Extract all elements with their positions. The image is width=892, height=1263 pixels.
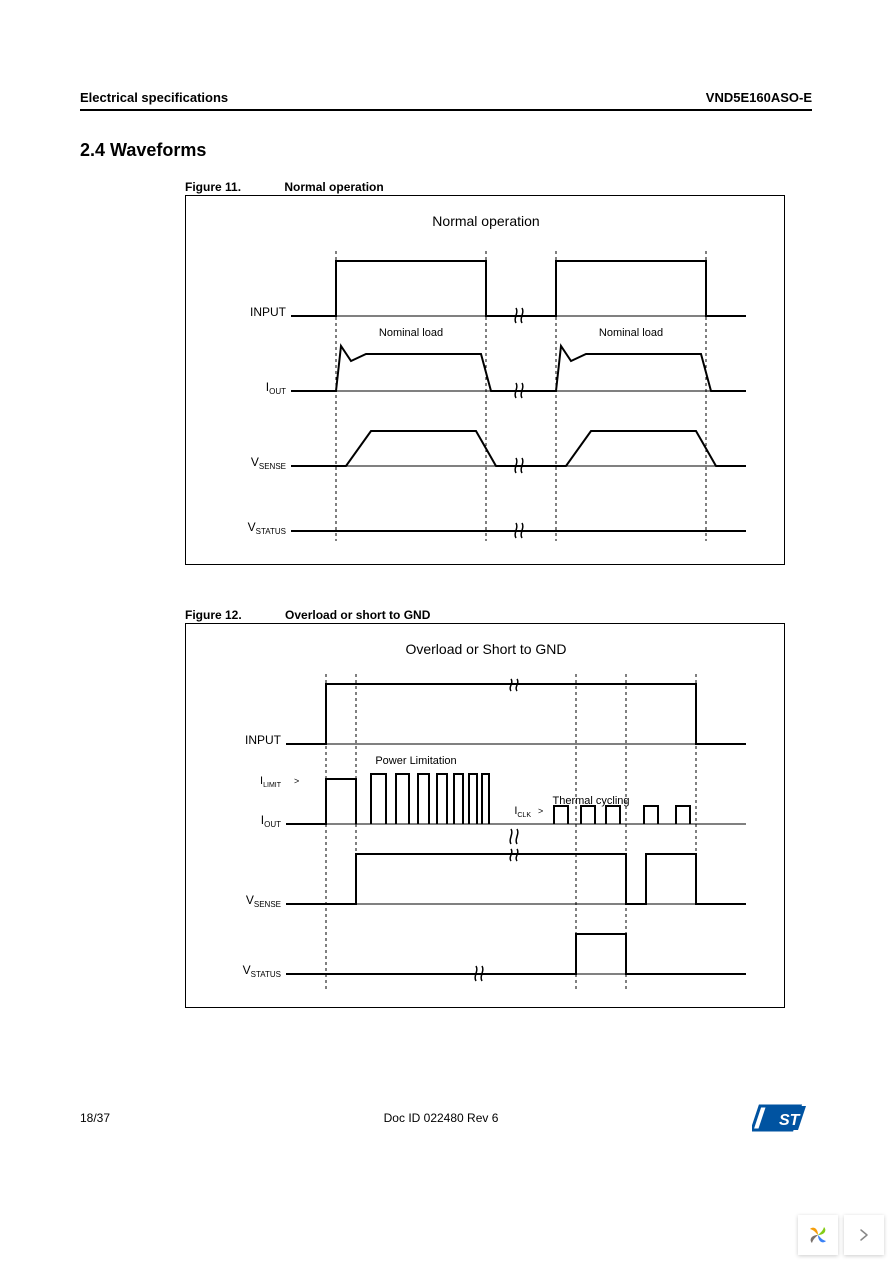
figure12-frame: Overload or Short to GND INPUT IOUT ILIM… — [185, 623, 785, 1008]
viewer-logo-button[interactable] — [798, 1215, 838, 1255]
figure12-svg: Overload or Short to GND INPUT IOUT ILIM… — [186, 624, 786, 1009]
chevron-right-icon — [857, 1228, 871, 1242]
fig12-label-vsense: VSENSE — [246, 893, 281, 909]
fig12-ilimit-arrow: > — [294, 776, 299, 786]
fig12-label-vstat: VSTATUS — [243, 963, 281, 979]
fig12-label-input: INPUT — [245, 733, 282, 747]
page-header: Electrical specifications VND5E160ASO-E — [80, 90, 812, 111]
viewer-next-button[interactable] — [844, 1215, 884, 1255]
fig12-label-ilimit: ILIMIT — [260, 775, 282, 789]
datasheet-page: Electrical specifications VND5E160ASO-E … — [0, 0, 892, 1263]
fig11-label-input: INPUT — [250, 305, 287, 319]
fig11-nominal-load-2: Nominal load — [599, 327, 663, 339]
fig11-label-iout: IOUT — [266, 380, 286, 396]
footer-page: 18/37 — [80, 1111, 110, 1125]
viewer-controls — [798, 1215, 884, 1255]
figure11-caption: Figure 11. Normal operation — [185, 180, 384, 194]
fig12-label-iclk: ICLK — [514, 805, 531, 819]
section-title: 2.4 Waveforms — [80, 140, 206, 161]
figure12-caption: Figure 12. Overload or short to GND — [185, 608, 430, 622]
figure11-number: Figure 11. — [185, 180, 241, 194]
fig12-iclk-arrow: > — [538, 806, 543, 816]
fig11-nominal-load-1: Nominal load — [379, 327, 443, 339]
svg-text:ST: ST — [779, 1112, 801, 1129]
footer-docid: Doc ID 022480 Rev 6 — [384, 1111, 499, 1125]
header-section: Electrical specifications — [80, 90, 228, 105]
figure12-number: Figure 12. — [185, 608, 242, 622]
figure11-svg: Normal operation INPUT IOUT Nominal load… — [186, 196, 786, 566]
st-logo: ST — [752, 1098, 812, 1143]
fig12-label-iout: IOUT — [261, 813, 281, 829]
fig11-label-vsense: VSENSE — [251, 455, 286, 471]
figure11-caption-text: Normal operation — [284, 180, 383, 194]
figure11-frame: Normal operation INPUT IOUT Nominal load… — [185, 195, 785, 565]
figure12-title-text: Overload or Short to GND — [405, 641, 566, 657]
fig12-power-lim: Power Limitation — [375, 755, 456, 767]
figure12-caption-text: Overload or short to GND — [285, 608, 430, 622]
figure11-title-text: Normal operation — [432, 213, 539, 229]
fig11-label-vstat: VSTATUS — [248, 520, 286, 536]
page-footer: 18/37 Doc ID 022480 Rev 6 — [80, 1111, 812, 1125]
pinwheel-icon — [805, 1222, 831, 1248]
header-part: VND5E160ASO-E — [706, 90, 812, 105]
